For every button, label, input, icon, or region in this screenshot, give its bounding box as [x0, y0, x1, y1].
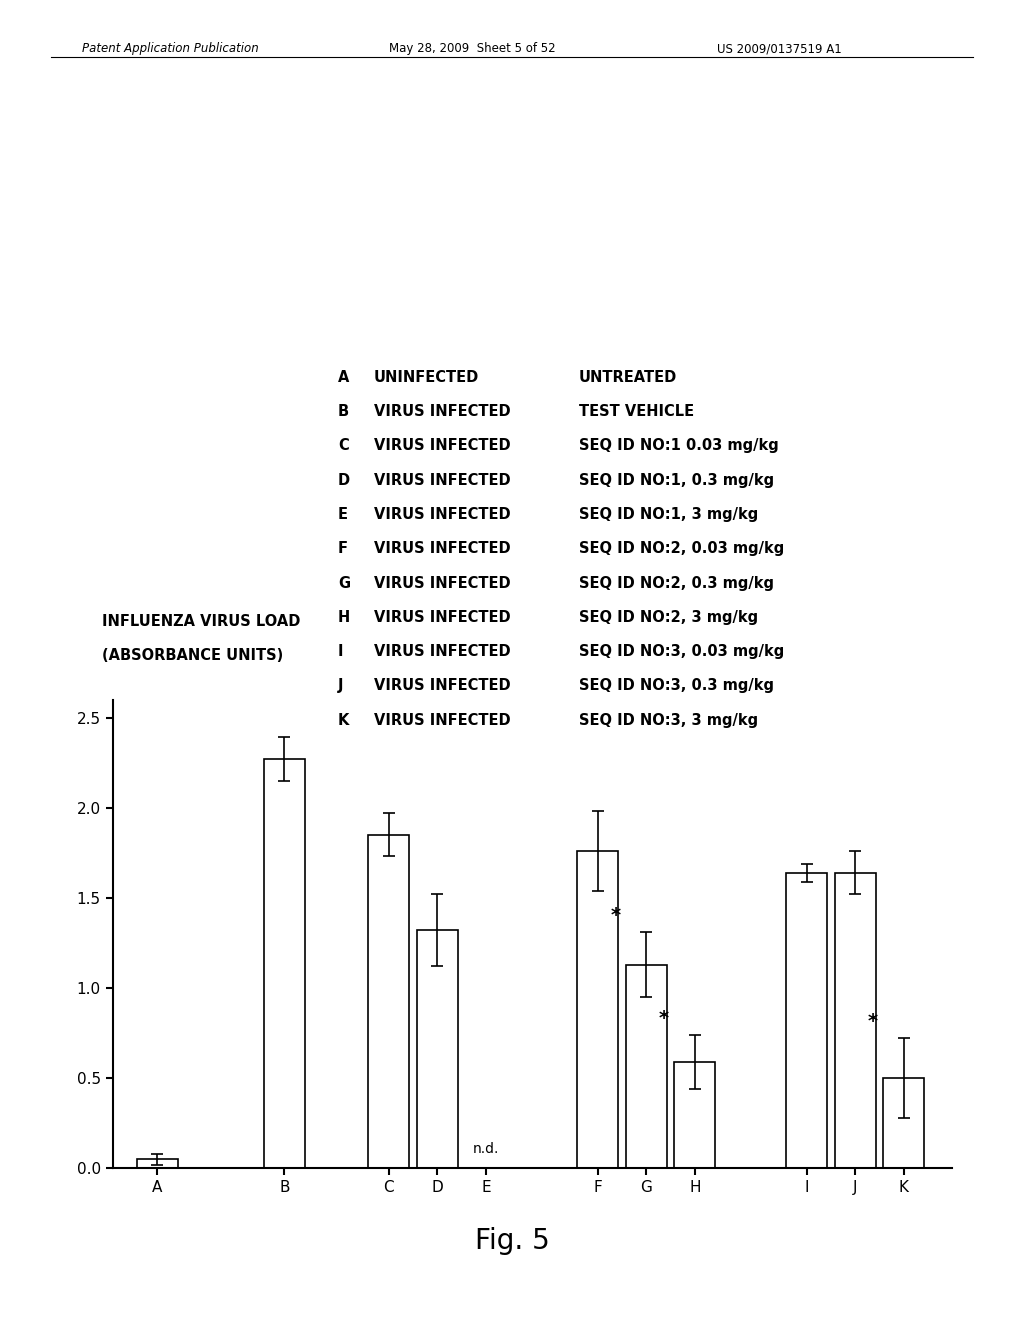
Text: SEQ ID NO:3, 0.03 mg/kg: SEQ ID NO:3, 0.03 mg/kg	[579, 644, 783, 659]
Text: US 2009/0137519 A1: US 2009/0137519 A1	[717, 42, 842, 55]
Bar	[786, 873, 827, 1168]
Text: A: A	[338, 370, 349, 384]
Text: SEQ ID NO:3, 3 mg/kg: SEQ ID NO:3, 3 mg/kg	[579, 713, 758, 727]
Bar	[137, 1159, 178, 1168]
Text: Fig. 5: Fig. 5	[475, 1226, 549, 1255]
Text: VIRUS INFECTED: VIRUS INFECTED	[374, 644, 510, 659]
Text: VIRUS INFECTED: VIRUS INFECTED	[374, 438, 510, 453]
Bar	[884, 1078, 925, 1168]
Text: K: K	[338, 713, 349, 727]
Bar	[835, 873, 876, 1168]
Text: *: *	[610, 906, 621, 925]
Text: H: H	[338, 610, 350, 624]
Text: UNTREATED: UNTREATED	[579, 370, 677, 384]
Text: VIRUS INFECTED: VIRUS INFECTED	[374, 404, 510, 418]
Text: G: G	[338, 576, 350, 590]
Text: SEQ ID NO:3, 0.3 mg/kg: SEQ ID NO:3, 0.3 mg/kg	[579, 678, 773, 693]
Text: May 28, 2009  Sheet 5 of 52: May 28, 2009 Sheet 5 of 52	[389, 42, 556, 55]
Bar	[626, 965, 667, 1168]
Text: INFLUENZA VIRUS LOAD: INFLUENZA VIRUS LOAD	[102, 614, 301, 628]
Text: Patent Application Publication: Patent Application Publication	[82, 42, 259, 55]
Text: UNINFECTED: UNINFECTED	[374, 370, 479, 384]
Text: SEQ ID NO:2, 0.3 mg/kg: SEQ ID NO:2, 0.3 mg/kg	[579, 576, 773, 590]
Bar	[674, 1061, 716, 1168]
Text: J: J	[338, 678, 343, 693]
Text: VIRUS INFECTED: VIRUS INFECTED	[374, 610, 510, 624]
Text: VIRUS INFECTED: VIRUS INFECTED	[374, 713, 510, 727]
Text: B: B	[338, 404, 349, 418]
Text: E: E	[338, 507, 348, 521]
Text: *: *	[659, 1008, 669, 1027]
Text: VIRUS INFECTED: VIRUS INFECTED	[374, 678, 510, 693]
Text: SEQ ID NO:1, 0.3 mg/kg: SEQ ID NO:1, 0.3 mg/kg	[579, 473, 774, 487]
Text: SEQ ID NO:1 0.03 mg/kg: SEQ ID NO:1 0.03 mg/kg	[579, 438, 778, 453]
Text: VIRUS INFECTED: VIRUS INFECTED	[374, 541, 510, 556]
Text: *: *	[868, 1012, 878, 1031]
Bar	[578, 851, 618, 1168]
Text: VIRUS INFECTED: VIRUS INFECTED	[374, 507, 510, 521]
Text: I: I	[338, 644, 343, 659]
Text: TEST VEHICLE: TEST VEHICLE	[579, 404, 693, 418]
Text: (ABSORBANCE UNITS): (ABSORBANCE UNITS)	[102, 648, 284, 663]
Text: VIRUS INFECTED: VIRUS INFECTED	[374, 473, 510, 487]
Text: SEQ ID NO:1, 3 mg/kg: SEQ ID NO:1, 3 mg/kg	[579, 507, 758, 521]
Bar	[369, 834, 410, 1168]
Text: F: F	[338, 541, 348, 556]
Text: VIRUS INFECTED: VIRUS INFECTED	[374, 576, 510, 590]
Bar	[417, 931, 458, 1168]
Text: SEQ ID NO:2, 0.03 mg/kg: SEQ ID NO:2, 0.03 mg/kg	[579, 541, 783, 556]
Text: C: C	[338, 438, 348, 453]
Text: D: D	[338, 473, 350, 487]
Bar	[264, 759, 305, 1168]
Text: n.d.: n.d.	[473, 1142, 499, 1155]
Text: SEQ ID NO:2, 3 mg/kg: SEQ ID NO:2, 3 mg/kg	[579, 610, 758, 624]
